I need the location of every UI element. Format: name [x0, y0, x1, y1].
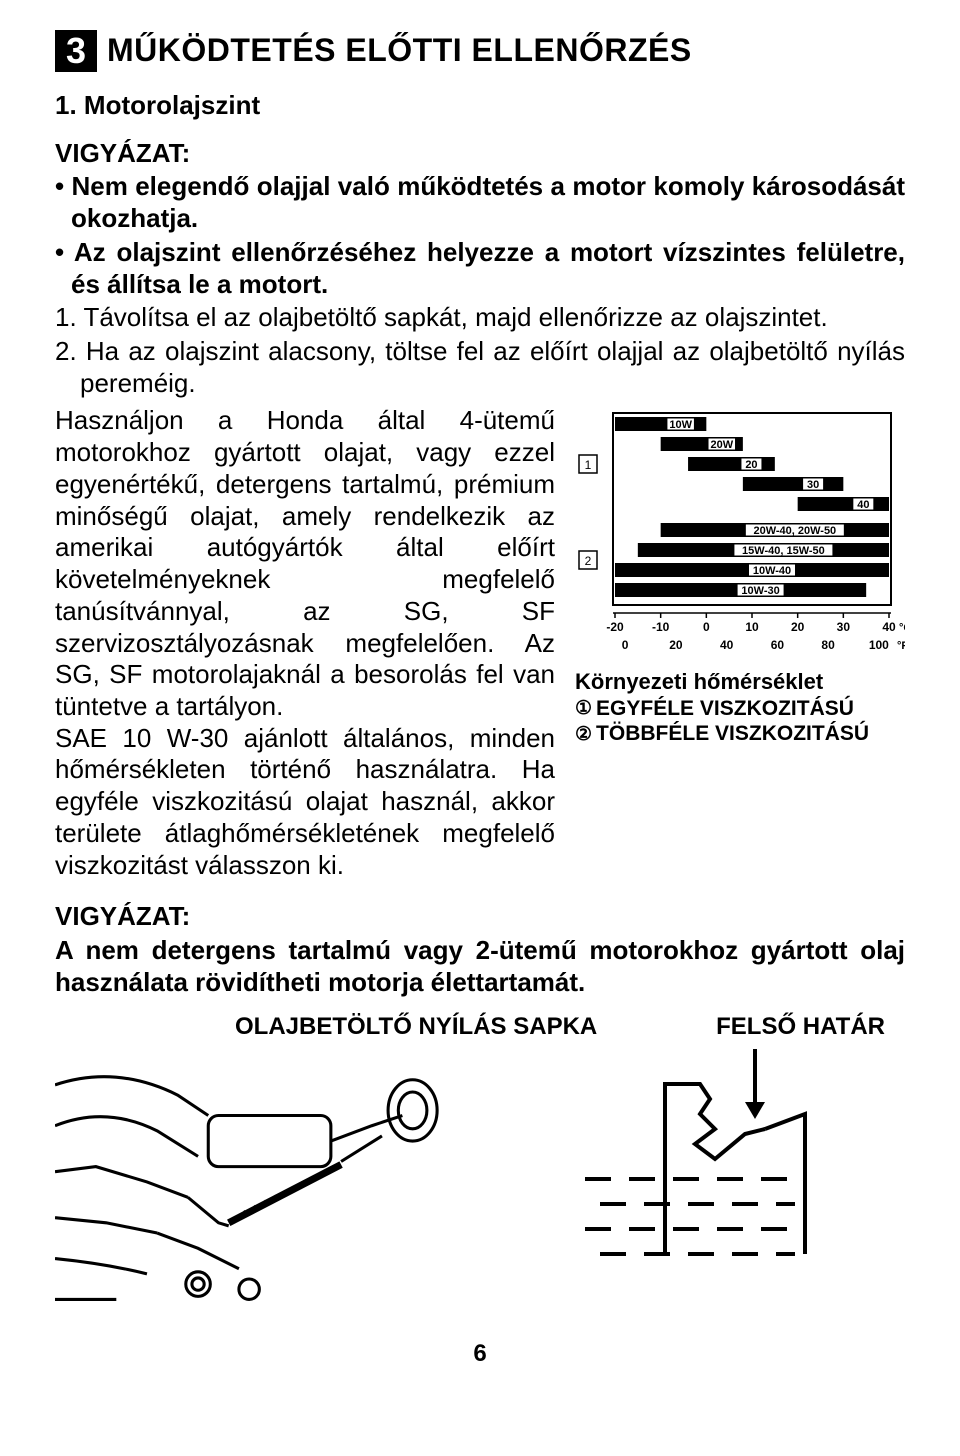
section-header: 3 MŰKÖDTETÉS ELŐTTI ELLENŐRZÉS: [55, 30, 905, 72]
svg-text:20: 20: [669, 638, 683, 652]
diagram-label-row: OLAJBETÖLTŐ NYÍLÁS SAPKA FELSŐ HATÁR: [55, 1012, 905, 1041]
svg-text:0: 0: [622, 638, 629, 652]
paragraph-main: Használjon a Honda által 4-ütemű motorok…: [55, 405, 555, 881]
page-number: 6: [55, 1339, 905, 1368]
warning-text: A nem detergens tartalmú vagy 2-ütemű mo…: [55, 935, 905, 998]
diagram-row: [55, 1044, 905, 1310]
svg-text:20W-40, 20W-50: 20W-40, 20W-50: [753, 525, 836, 537]
svg-text:10: 10: [745, 620, 759, 634]
content-two-column: Használjon a Honda által 4-ütemű motorok…: [55, 405, 905, 881]
svg-text:40: 40: [720, 638, 734, 652]
viscosity-chart: 10W20W203040120W-40, 20W-5015W-40, 15W-5…: [575, 409, 905, 657]
svg-text:40: 40: [857, 499, 869, 511]
caution-bullet-2: • Az olajszint ellenőrzéséhez helyezze a…: [55, 237, 905, 300]
svg-text:-20: -20: [606, 620, 624, 634]
svg-text:10W-30: 10W-30: [741, 585, 779, 597]
caution-label: VIGYÁZAT:: [55, 138, 905, 170]
svg-text:40: 40: [882, 620, 896, 634]
oil-level-diagram: [545, 1044, 905, 1304]
svg-text:20: 20: [745, 459, 757, 471]
svg-text:100: 100: [869, 638, 889, 652]
diagram-label-upper-limit: FELSŐ HATÁR: [716, 1012, 885, 1041]
section-number-box: 3: [55, 30, 97, 72]
caution2-label: VIGYÁZAT:: [55, 901, 905, 933]
svg-text:°F: °F: [897, 640, 905, 652]
legend-label-2: TÖBBFÉLE VISZKOZITÁSÚ: [596, 721, 869, 747]
svg-text:30: 30: [807, 479, 819, 491]
subsection-title: 1. Motorolajszint: [55, 90, 905, 122]
svg-text:0: 0: [703, 620, 710, 634]
svg-text:60: 60: [771, 638, 785, 652]
chart-column: 10W20W203040120W-40, 20W-5015W-40, 15W-5…: [575, 405, 905, 747]
engine-diagram: [55, 1044, 525, 1310]
legend-item-2: ② TÖBBFÉLE VISZKOZITÁSÚ: [575, 721, 905, 747]
diagram-label-oil-cap: OLAJBETÖLTŐ NYÍLÁS SAPKA: [235, 1012, 597, 1041]
svg-text:20W: 20W: [710, 439, 733, 451]
svg-text:10W-40: 10W-40: [753, 565, 791, 577]
svg-text:1: 1: [585, 458, 592, 472]
step-2: 2. Ha az olajszint alacsony, töltse fel …: [55, 336, 905, 399]
svg-text:10W: 10W: [669, 419, 692, 431]
legend-item-1: ① EGYFÉLE VISZKOZITÁSÚ: [575, 696, 905, 722]
svg-text:-10: -10: [652, 620, 670, 634]
svg-text:2: 2: [585, 554, 592, 568]
legend-label-1: EGYFÉLE VISZKOZITÁSÚ: [596, 696, 854, 722]
section-title: MŰKÖDTETÉS ELŐTTI ELLENŐRZÉS: [107, 31, 692, 70]
svg-text:80: 80: [821, 638, 835, 652]
svg-text:15W-40, 15W-50: 15W-40, 15W-50: [742, 545, 825, 557]
step-1: 1. Távolítsa el az olajbetöltő sapkát, m…: [55, 302, 905, 334]
svg-text:30: 30: [837, 620, 851, 634]
legend-marker-1: ①: [575, 697, 592, 720]
svg-text:20: 20: [791, 620, 805, 634]
legend-marker-2: ②: [575, 723, 592, 746]
legend-title: Környezeti hőmérséklet: [575, 669, 905, 696]
caution-bullet-1: • Nem elegendő olajjal való működtetés a…: [55, 171, 905, 234]
svg-text:°C: °C: [899, 622, 905, 634]
